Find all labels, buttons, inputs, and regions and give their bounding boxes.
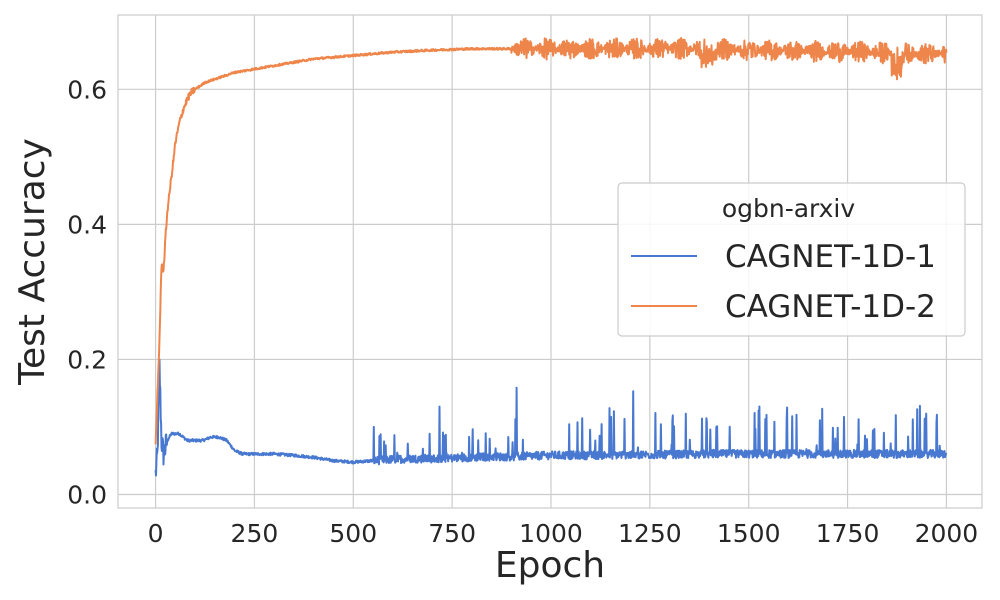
series-layer [154,37,948,477]
x-tick-label: 1250 [618,519,682,548]
legend-entry-label: CAGNET-1D-2 [725,289,936,325]
legend-box [617,182,966,337]
x-tick-label: 750 [428,519,476,548]
y-tick-label: 0.0 [67,480,107,509]
y-tick-label: 0.6 [67,75,107,104]
y-axis-label: Test Accuracy [12,138,53,386]
series-line-1 [154,358,948,477]
x-tick-label: 1500 [717,519,781,548]
legend: ogbn-arxiv CAGNET-1D-1 CAGNET-1D-2 [617,182,966,337]
legend-entry-label: CAGNET-1D-1 [725,239,936,275]
x-tick-label: 0 [148,519,164,548]
x-tick-label: 250 [231,519,279,548]
tick-labels: 0 250 500 750 1000 1250 1500 1750 2000 0.0 0.2 0.4 0… [67,75,978,548]
x-tick-label: 2000 [915,519,979,548]
x-axis-label: Epoch [495,545,605,586]
legend-title: ogbn-arxiv [722,194,856,223]
legend-entries: CAGNET-1D-1 CAGNET-1D-2 [631,239,936,325]
x-tick-label: 1000 [519,519,583,548]
y-tick-label: 0.2 [67,345,107,374]
x-tick-label: 500 [329,519,377,548]
series-line-2 [154,37,948,445]
y-tick-label: 0.4 [67,210,107,239]
x-tick-label: 1750 [816,519,880,548]
